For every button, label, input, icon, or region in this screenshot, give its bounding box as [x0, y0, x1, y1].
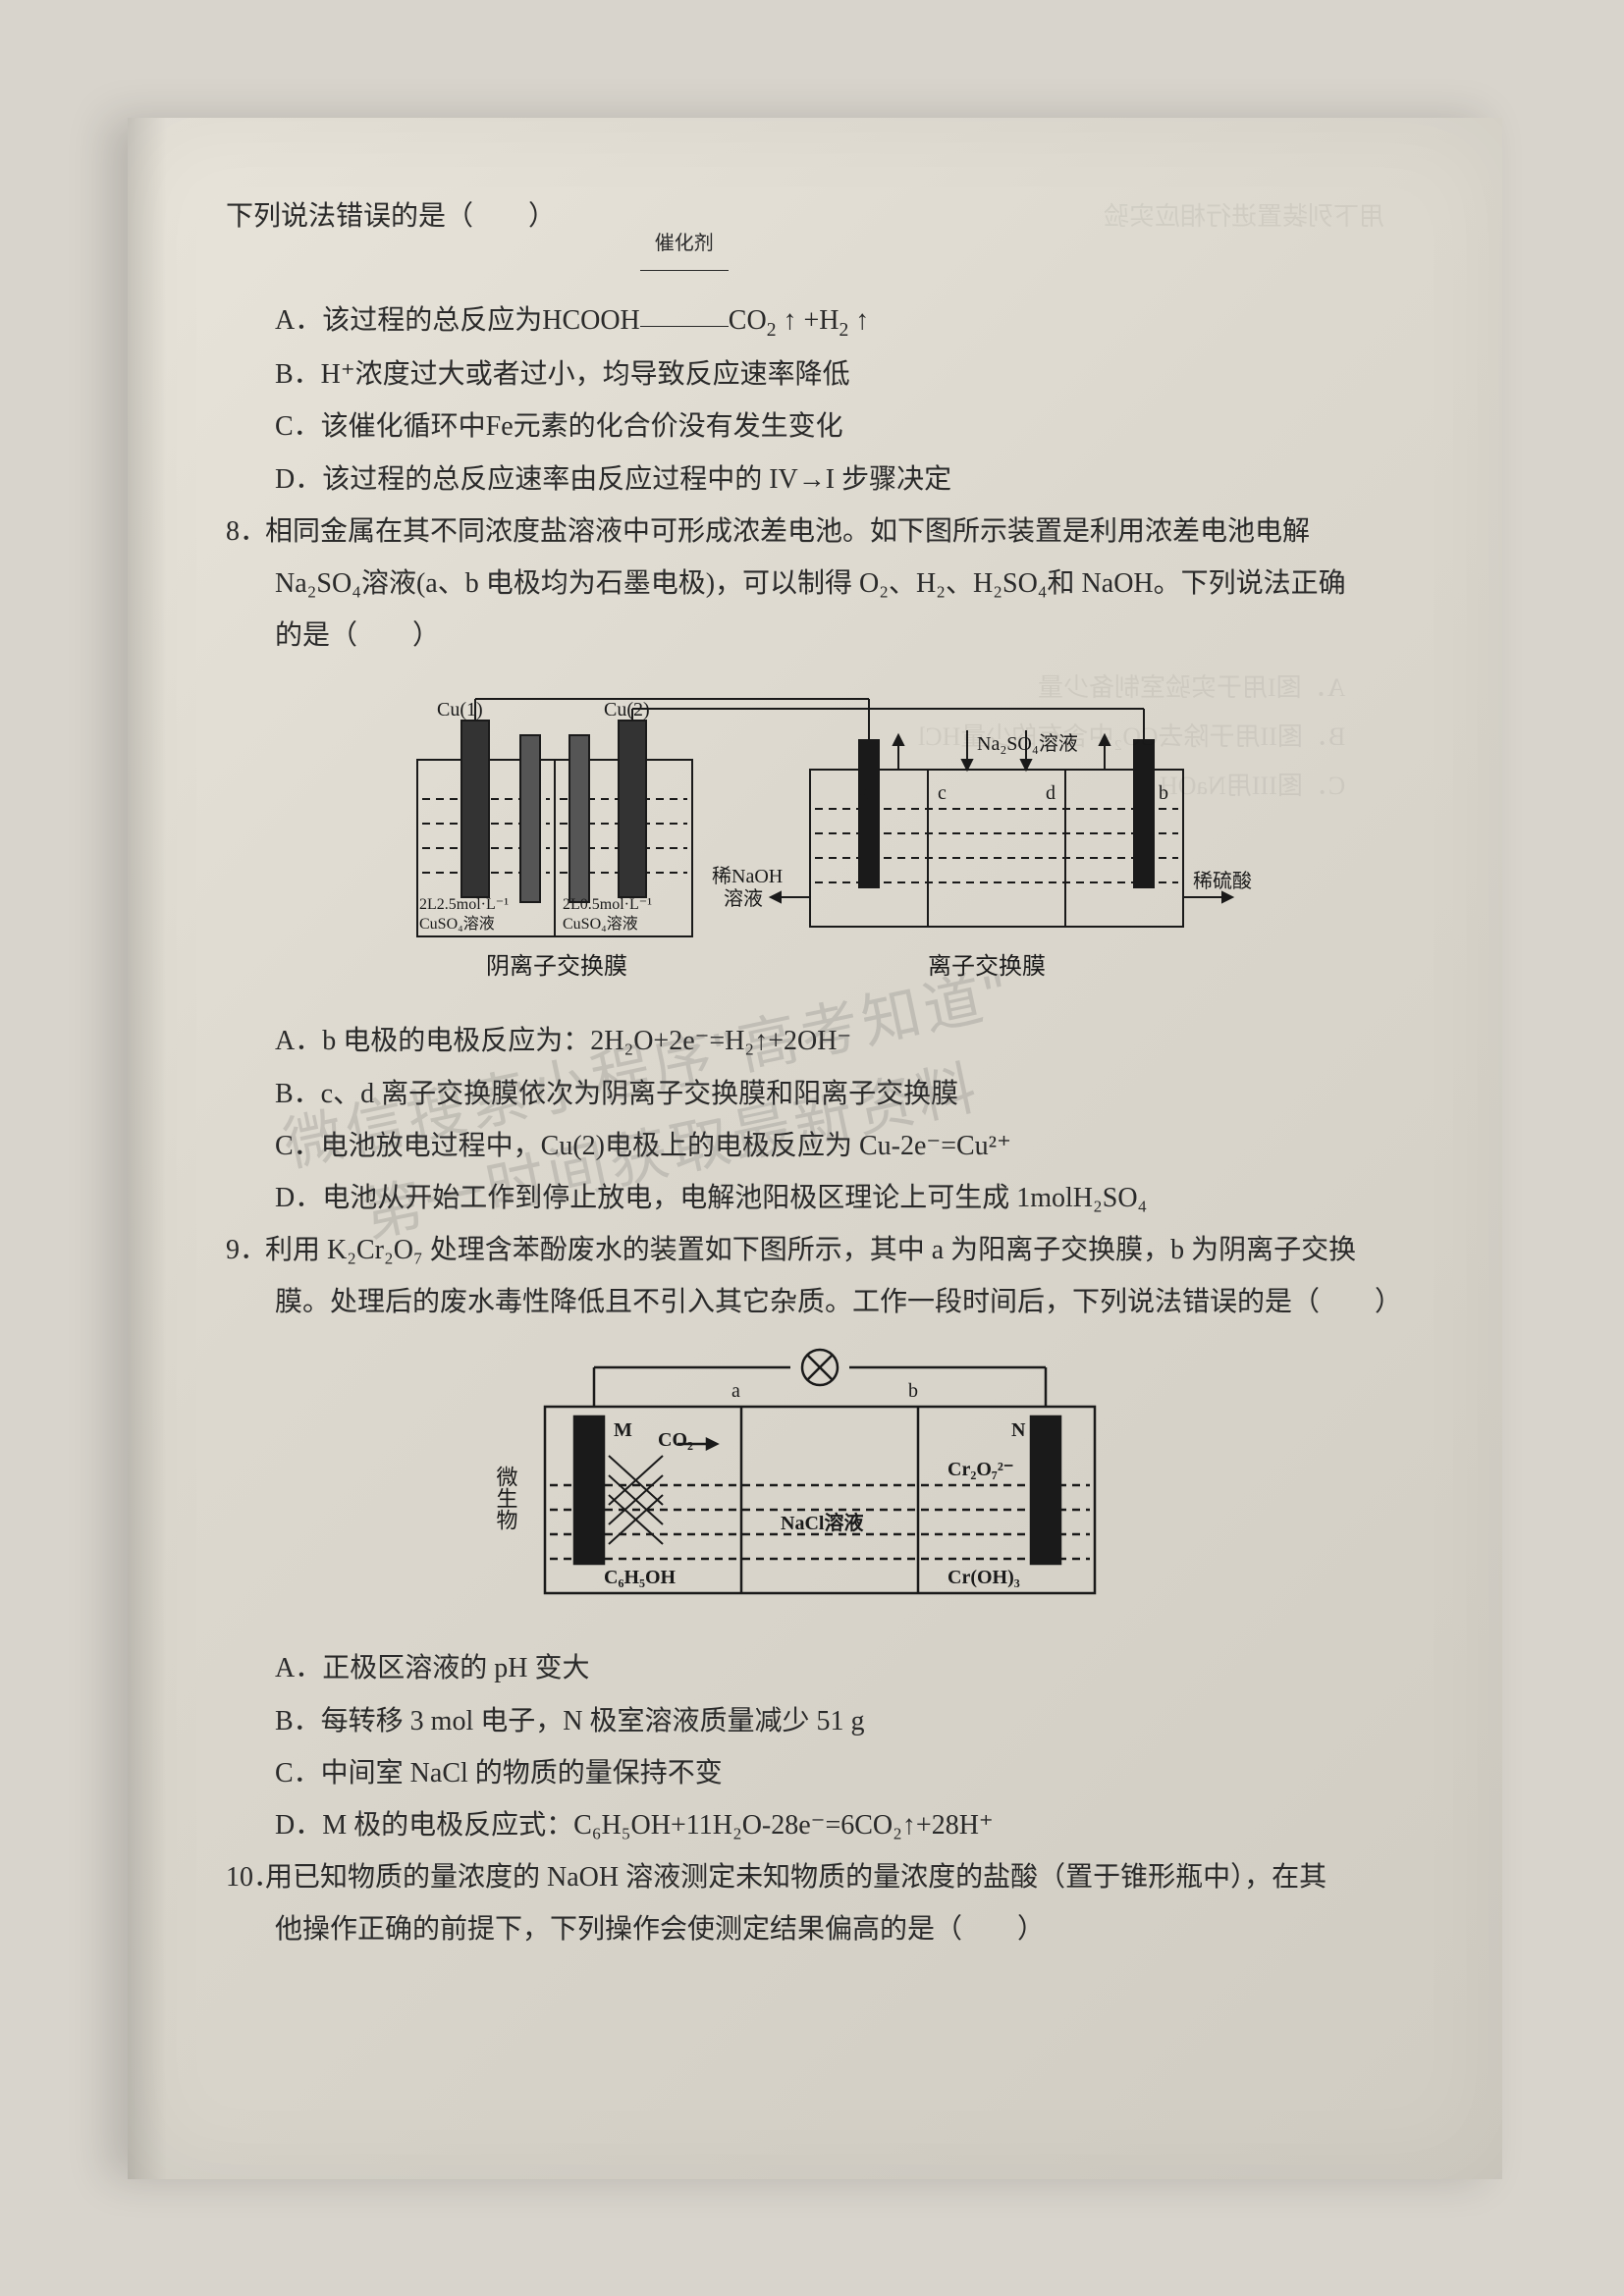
option-7b: B．H⁺浓度过大或者过小，均导致反应速率降低	[226, 348, 1414, 400]
svg-text:CO₂: CO₂	[658, 1429, 693, 1451]
question-lead: 下列说法错误的是（ ）	[226, 190, 1414, 242]
option-7d: D．该过程的总反应速率由反应过程中的 IV→I 步骤决定	[226, 454, 1414, 506]
q9-stem2: 膜。处理后的废水毒性降低且不引入其它杂质。工作一段时间后，下列说法错误的是（ ）	[226, 1276, 1414, 1328]
svg-text:a: a	[731, 1380, 740, 1402]
svg-text:N: N	[1011, 1419, 1026, 1441]
svg-text:2L0.5mol·L⁻¹: 2L0.5mol·L⁻¹	[563, 896, 652, 913]
svg-text:Cr₂O₇²⁻: Cr₂O₇²⁻	[947, 1459, 1013, 1480]
option-8c: C．电池放电过程中，Cu(2)电极上的电极反应为 Cu-2e⁻=Cu²⁺	[226, 1120, 1414, 1172]
svg-text:b: b	[908, 1380, 918, 1402]
svg-text:CuSO₄溶液: CuSO₄溶液	[563, 915, 638, 933]
option-8b: B．c、d 离子交换膜依次为阴离子交换膜和阳离子交换膜	[226, 1068, 1414, 1120]
svg-text:b: b	[1159, 782, 1168, 804]
svg-text:微生物: 微生物	[494, 1466, 518, 1530]
svg-text:CuSO₄溶液: CuSO₄溶液	[419, 915, 495, 933]
svg-text:2L2.5mol·L⁻¹: 2L2.5mol·L⁻¹	[419, 896, 509, 913]
svg-text:a: a	[859, 782, 868, 804]
option-8d: D．电池从开始工作到停止放电，电解池阳极区理论上可生成 1molH₂SO₄	[226, 1172, 1414, 1224]
option-9a: A．正极区溶液的 pH 变大	[226, 1642, 1414, 1694]
svg-text:c: c	[938, 782, 947, 804]
svg-text:M: M	[614, 1419, 632, 1441]
question-10-stem: 10．用已知物质的量浓度的 NaOH 溶液测定未知物质的量浓度的盐酸（置于锥形瓶…	[226, 1851, 1414, 1903]
question-8-stem: 8．相同金属在其不同浓度盐溶液中可形成浓差电池。如下图所示装置是利用浓差电池电解	[226, 506, 1414, 558]
option-7c: C．该催化循环中Fe元素的化合价没有发生变化	[226, 400, 1414, 453]
option-9c: C．中间室 NaCl 的物质的量保持不变	[226, 1747, 1414, 1799]
q8-number: 8．	[226, 506, 265, 558]
q8-stem3: 的是（ ）	[226, 610, 1414, 662]
option-9d: D．M 极的电极反应式：C₆H₅OH+11H₂O-28e⁻=6CO₂↑+28H⁺	[226, 1799, 1414, 1851]
q9-diagram: a b M N 微生物 CO₂ Cr₂O₇²⁻	[466, 1348, 1173, 1623]
svg-text:NaCl溶液: NaCl溶液	[781, 1511, 864, 1534]
svg-text:C₆H₅OH: C₆H₅OH	[604, 1567, 677, 1588]
q9-number: 9．	[226, 1224, 265, 1276]
svg-text:阴离子交换膜: 阴离子交换膜	[486, 953, 627, 980]
exam-page: 用下列装置进行相应实验 A．图I用于实验室制备少量 B．图II用于除去CO₂中含…	[128, 118, 1502, 2179]
svg-text:稀NaOH: 稀NaOH	[712, 865, 783, 887]
option-9b: B．每转移 3 mol 电子，N 极室溶液质量减少 51 g	[226, 1695, 1414, 1747]
q10-stem2: 他操作正确的前提下，下列操作会使测定结果偏高的是（ ）	[226, 1903, 1414, 1955]
svg-text:离子交换膜: 离子交换膜	[928, 953, 1046, 980]
q10-number: 10．	[226, 1851, 265, 1903]
svg-text:稀硫酸: 稀硫酸	[1193, 870, 1252, 892]
svg-text:Cr(OH)₃: Cr(OH)₃	[947, 1567, 1020, 1588]
option-8a: A．b 电极的电极反应为：2H₂O+2e⁻=H₂↑+2OH⁻	[226, 1015, 1414, 1067]
svg-text:溶液: 溶液	[724, 887, 763, 910]
option-7a: A．该过程的总反应为HCOOH催化剂CO2 ↑ +H2 ↑	[226, 242, 1414, 348]
svg-text:d: d	[1046, 782, 1056, 804]
svg-text:Na₂SO₄溶液: Na₂SO₄溶液	[977, 732, 1078, 755]
q8-stem2: Na₂SO₄溶液(a、b 电极均为石墨电极)，可以制得 O₂、H₂、H₂SO₄和…	[226, 558, 1414, 610]
q8-diagram: Cu(1) Cu(2) 2L2.5mol·L⁻¹ CuSO₄溶液 2L0.5mo…	[378, 681, 1262, 995]
question-9-stem: 9．利用 K₂Cr₂O₇ 处理含苯酚废水的装置如下图所示，其中 a 为阳离子交换…	[226, 1224, 1414, 1276]
